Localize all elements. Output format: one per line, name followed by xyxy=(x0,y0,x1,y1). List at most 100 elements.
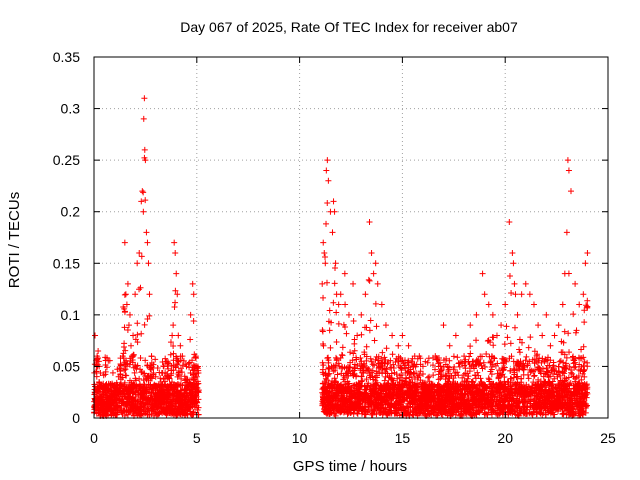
data-point xyxy=(488,364,495,371)
data-point xyxy=(172,299,179,306)
data-point xyxy=(142,357,149,364)
data-point xyxy=(366,277,373,284)
data-point xyxy=(117,361,124,368)
data-point xyxy=(157,405,164,412)
data-point xyxy=(435,376,442,383)
data-point xyxy=(335,320,342,327)
data-point xyxy=(446,357,453,364)
y-axis-label: ROTI / TECUs xyxy=(6,192,23,288)
data-point xyxy=(121,324,128,331)
data-point xyxy=(333,309,340,316)
data-point xyxy=(106,357,113,364)
data-point xyxy=(193,398,200,405)
data-point xyxy=(563,354,570,361)
data-point xyxy=(151,381,158,388)
data-point xyxy=(189,357,196,364)
data-point xyxy=(190,318,197,325)
data-point xyxy=(131,369,138,376)
data-point xyxy=(507,340,514,347)
data-point xyxy=(511,324,518,331)
data-point xyxy=(382,373,389,380)
data-point xyxy=(464,375,471,382)
data-point xyxy=(347,359,354,366)
data-point xyxy=(93,393,100,400)
data-point xyxy=(120,303,127,310)
data-point xyxy=(164,372,171,379)
data-point xyxy=(174,405,181,412)
data-point xyxy=(150,408,157,415)
data-point xyxy=(106,404,113,411)
data-point xyxy=(181,407,188,414)
data-point xyxy=(134,320,141,327)
data-point xyxy=(493,385,500,392)
data-point xyxy=(187,369,194,376)
data-point xyxy=(172,364,179,371)
data-point xyxy=(121,393,128,400)
data-point xyxy=(124,327,131,334)
data-point xyxy=(168,362,175,369)
data-point xyxy=(580,343,587,350)
data-point xyxy=(326,327,333,334)
data-point xyxy=(189,395,196,402)
data-point xyxy=(573,327,580,334)
data-point xyxy=(143,387,150,394)
data-point xyxy=(432,366,439,373)
data-point xyxy=(187,382,194,389)
data-point xyxy=(185,394,192,401)
data-point xyxy=(578,363,585,370)
data-point xyxy=(156,409,163,416)
data-point xyxy=(179,362,186,369)
data-point xyxy=(181,391,188,398)
data-point xyxy=(325,366,332,373)
data-point xyxy=(94,388,101,395)
data-point xyxy=(140,189,147,196)
data-point xyxy=(344,369,351,376)
data-point xyxy=(184,401,191,408)
data-point xyxy=(184,377,191,384)
data-point xyxy=(478,362,485,369)
data-point xyxy=(159,389,166,396)
data-point xyxy=(350,350,357,357)
data-point xyxy=(165,392,172,399)
data-point xyxy=(119,388,126,395)
data-point xyxy=(183,386,190,393)
data-point xyxy=(189,375,196,382)
data-point xyxy=(125,394,132,401)
data-point xyxy=(109,369,116,376)
data-point xyxy=(483,351,490,358)
data-point xyxy=(117,368,124,375)
data-point xyxy=(111,395,118,402)
data-point xyxy=(417,368,424,375)
data-point xyxy=(361,351,368,358)
data-point xyxy=(148,405,155,412)
data-point xyxy=(560,339,567,346)
data-point xyxy=(381,354,388,361)
data-point xyxy=(437,384,444,391)
data-point xyxy=(121,379,128,386)
data-point xyxy=(350,382,357,389)
data-point xyxy=(430,383,437,390)
data-point xyxy=(490,342,497,349)
data-point xyxy=(152,356,159,363)
data-point xyxy=(92,383,99,390)
data-point xyxy=(578,376,585,383)
data-point xyxy=(129,385,136,392)
data-point xyxy=(137,404,144,411)
data-point xyxy=(367,355,374,362)
data-point xyxy=(575,366,582,373)
data-point xyxy=(138,408,145,415)
data-point xyxy=(506,272,513,279)
data-point xyxy=(508,290,515,297)
data-point xyxy=(320,294,327,301)
data-point xyxy=(146,312,153,319)
data-point xyxy=(381,377,388,384)
data-point xyxy=(328,363,335,370)
data-point xyxy=(523,381,530,388)
data-point xyxy=(358,378,365,385)
data-point xyxy=(443,355,450,362)
data-point xyxy=(556,358,563,365)
data-point xyxy=(172,384,179,391)
data-point xyxy=(171,406,178,413)
data-point xyxy=(320,342,327,349)
data-point xyxy=(578,355,585,362)
